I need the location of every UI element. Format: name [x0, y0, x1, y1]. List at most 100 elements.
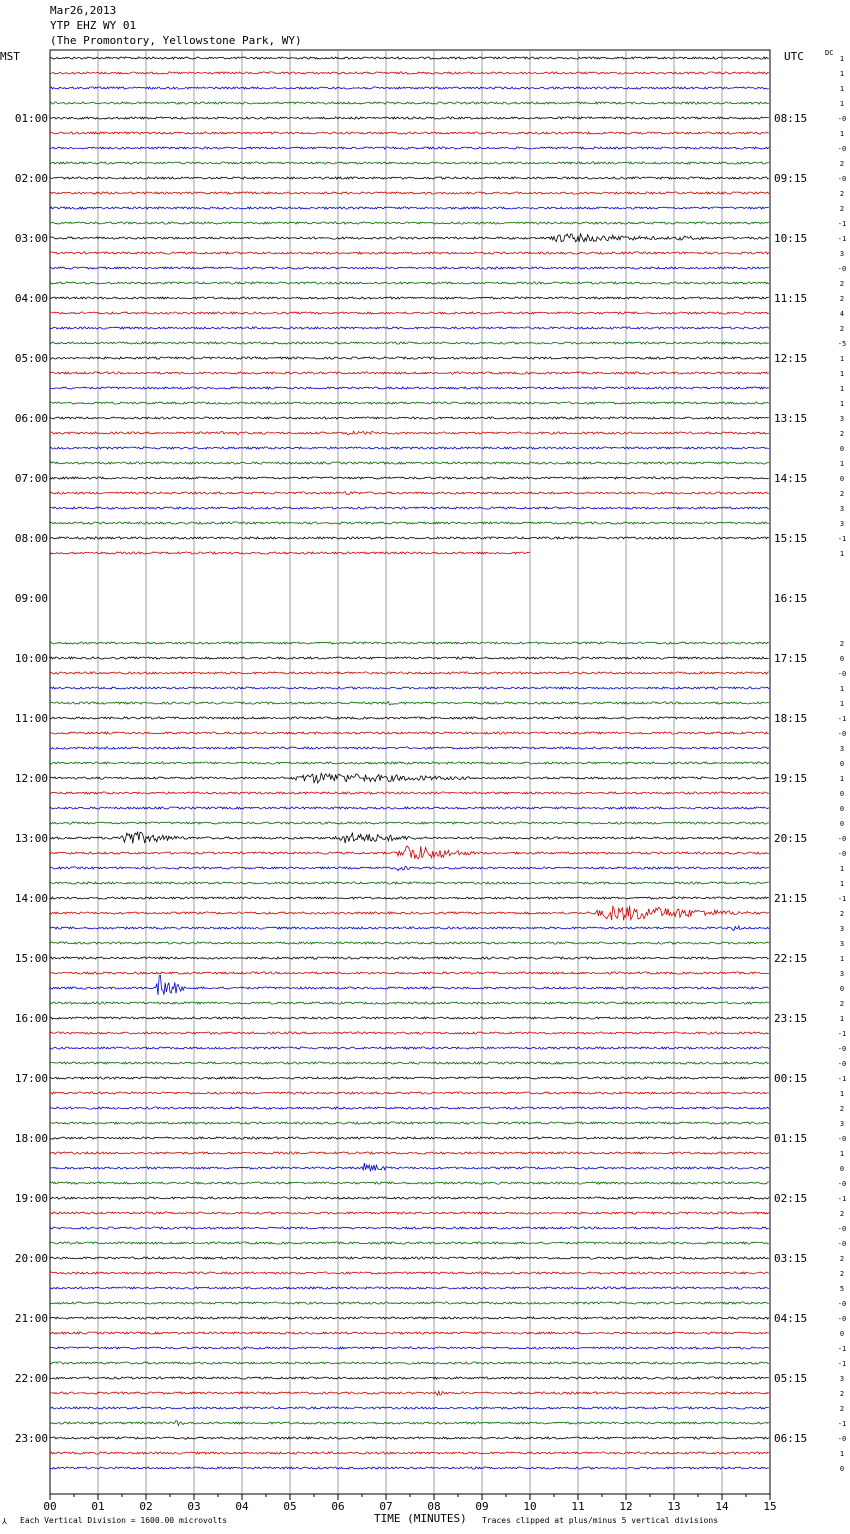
seismic-trace	[49, 771, 769, 785]
dc-offset-label: 2	[840, 1390, 844, 1398]
seismic-trace	[49, 521, 770, 525]
dc-offset-label: -5	[838, 340, 846, 348]
x-tick-label: 12	[619, 1500, 632, 1513]
dc-offset-label: -0	[838, 730, 846, 738]
dc-offset-label: 2	[840, 1405, 844, 1413]
seismic-trace	[49, 671, 769, 675]
seismic-trace	[49, 845, 770, 860]
hour-label-left: 23:00	[15, 1432, 48, 1445]
dc-offset-label: 3	[840, 250, 844, 258]
seismic-trace	[49, 101, 770, 105]
dc-offset-label: -0	[838, 1240, 846, 1248]
x-tick-label: 08	[427, 1500, 440, 1513]
dc-offset-label: 2	[840, 1210, 844, 1218]
hour-label-right: 11:15	[774, 292, 807, 305]
seismic-trace	[49, 131, 769, 135]
seismic-trace	[49, 1061, 769, 1065]
x-tick-label: 09	[475, 1500, 488, 1513]
seismic-trace	[49, 1046, 770, 1050]
x-tick-label: 15	[763, 1500, 776, 1513]
left-timezone-label: MST	[0, 50, 20, 63]
seismic-trace	[49, 896, 770, 900]
seismic-trace	[49, 86, 769, 90]
hour-label-right: 22:15	[774, 952, 807, 965]
dc-offset-label: 1	[840, 130, 844, 138]
dc-offset-label: 1	[840, 370, 844, 378]
hour-label-right: 04:15	[774, 1312, 807, 1325]
dc-offset-label: -1	[838, 1075, 846, 1083]
dc-offset-label: 3	[840, 970, 844, 978]
seismic-trace	[50, 356, 769, 360]
hour-label-right: 17:15	[774, 652, 807, 665]
x-tick-label: 06	[331, 1500, 344, 1513]
x-tick-label: 10	[523, 1500, 536, 1513]
station-location: (The Promontory, Yellowstone Park, WY)	[50, 34, 302, 47]
x-tick-label: 00	[43, 1500, 56, 1513]
seismic-trace	[49, 716, 770, 720]
seismic-trace	[49, 401, 770, 405]
hour-label-left: 16:00	[15, 1012, 48, 1025]
seismic-trace	[49, 941, 770, 945]
seismic-trace	[49, 1331, 769, 1335]
dc-offset-label: -1	[838, 895, 846, 903]
seismic-trace	[49, 866, 769, 872]
dc-offset-label: 2	[840, 490, 844, 498]
dc-offset-label: -1	[838, 1420, 846, 1428]
seismic-trace	[49, 1406, 769, 1410]
dc-offset-label: 1	[840, 1150, 844, 1158]
seismic-trace	[49, 1389, 770, 1397]
seismic-trace	[49, 536, 770, 540]
seismic-trace	[49, 1286, 769, 1290]
seismic-trace	[49, 761, 770, 765]
dc-offset-label: -0	[838, 1225, 846, 1233]
x-tick-label: 03	[187, 1500, 200, 1513]
dc-offset-label: -0	[838, 1300, 846, 1308]
dc-offset-label: -0	[838, 1435, 846, 1443]
hour-label-right: 15:15	[774, 532, 807, 545]
hour-label-right: 23:15	[774, 1012, 807, 1025]
seismic-trace	[49, 971, 769, 975]
seismic-trace	[49, 1121, 770, 1125]
seismic-trace	[49, 746, 770, 750]
dc-offset-label: 1	[840, 460, 844, 468]
seismic-trace	[49, 1361, 769, 1365]
hour-label-right: 10:15	[774, 232, 807, 245]
dc-offset-label: 4	[840, 310, 844, 318]
seismic-trace	[49, 221, 770, 225]
hour-label-left: 21:00	[15, 1312, 48, 1325]
dc-offset-label: 0	[840, 985, 844, 993]
plot-frame	[49, 49, 771, 1495]
hour-label-left: 20:00	[15, 1252, 48, 1265]
seismic-trace	[49, 1451, 769, 1455]
seismic-trace	[49, 924, 770, 931]
x-tick-label: 11	[571, 1500, 584, 1513]
dc-offset-label: 3	[840, 520, 844, 528]
dc-offset-label: 0	[840, 820, 844, 828]
dc-offset-label: 2	[840, 160, 844, 168]
seismic-trace	[49, 1256, 770, 1260]
dc-offset-label: 1	[840, 355, 844, 363]
seismic-trace	[49, 491, 769, 496]
dc-offset-label: 0	[840, 790, 844, 798]
dc-offset-label: 1	[840, 1015, 844, 1023]
seismic-trace	[50, 700, 769, 706]
seismic-trace	[49, 461, 769, 465]
dc-offset-label: -1	[838, 535, 846, 543]
station-code: YTP EHZ WY 01	[50, 19, 137, 32]
hour-label-right: 12:15	[774, 352, 807, 365]
x-tick-label: 13	[667, 1500, 680, 1513]
hour-label-left: 12:00	[15, 772, 48, 785]
seismic-trace	[49, 686, 770, 690]
hour-label-right: 05:15	[774, 1372, 807, 1385]
seismic-trace	[49, 506, 770, 510]
dc-offset-label: -0	[838, 1060, 846, 1068]
dc-offset-label: 0	[840, 1165, 844, 1173]
hour-label-left: 22:00	[15, 1372, 48, 1385]
dc-offset-label: 2	[840, 1255, 844, 1263]
seismic-trace	[49, 1420, 770, 1427]
dc-offset-label: 3	[840, 415, 844, 423]
hour-label-left: 13:00	[15, 832, 48, 845]
dc-offset-label: 2	[840, 910, 844, 918]
record-date: Mar26,2013	[50, 4, 117, 17]
dc-offset-label: 2	[840, 1105, 844, 1113]
